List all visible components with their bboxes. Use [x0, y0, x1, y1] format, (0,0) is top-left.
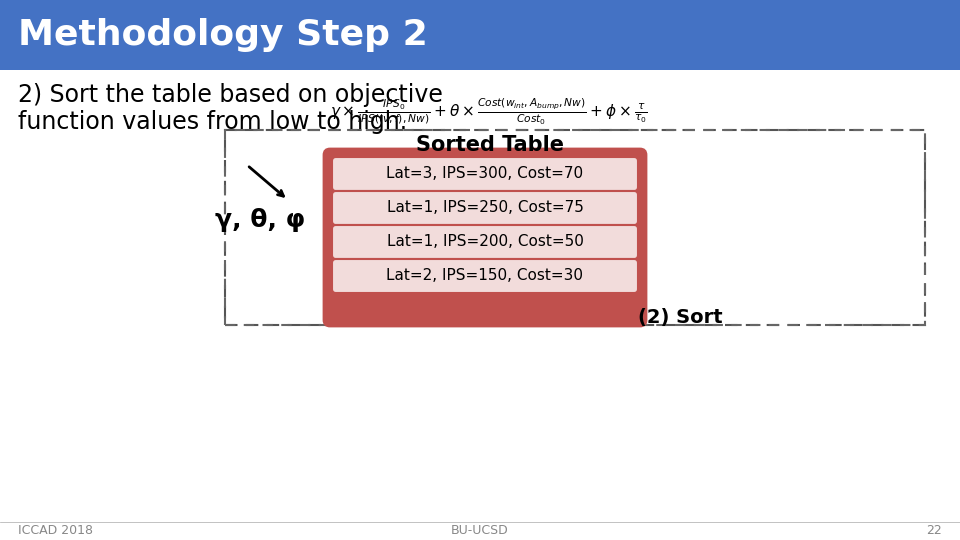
Text: Lat=1, IPS=250, Cost=75: Lat=1, IPS=250, Cost=75 — [387, 200, 584, 215]
FancyBboxPatch shape — [0, 0, 960, 70]
Text: Methodology Step 2: Methodology Step 2 — [18, 18, 428, 52]
Text: Lat=2, IPS=150, Cost=30: Lat=2, IPS=150, Cost=30 — [387, 268, 584, 284]
Text: BU-UCSD: BU-UCSD — [451, 523, 509, 537]
Text: ICCAD 2018: ICCAD 2018 — [18, 523, 93, 537]
Text: Lat=1, IPS=200, Cost=50: Lat=1, IPS=200, Cost=50 — [387, 234, 584, 249]
FancyBboxPatch shape — [332, 259, 638, 293]
FancyBboxPatch shape — [332, 225, 638, 259]
Text: 2) Sort the table based on objective: 2) Sort the table based on objective — [18, 83, 443, 107]
FancyBboxPatch shape — [324, 149, 646, 326]
FancyBboxPatch shape — [332, 157, 638, 191]
Text: function values from low to high.: function values from low to high. — [18, 110, 407, 134]
Text: Lat=3, IPS=300, Cost=70: Lat=3, IPS=300, Cost=70 — [387, 166, 584, 181]
Text: Sorted Table: Sorted Table — [416, 135, 564, 155]
Text: γ, θ, φ: γ, θ, φ — [215, 208, 305, 232]
Text: (2) Sort: (2) Sort — [637, 308, 722, 327]
Text: 22: 22 — [926, 523, 942, 537]
FancyBboxPatch shape — [332, 191, 638, 225]
Text: $\gamma \times \frac{IPS_0}{IPS((v,f),Nw)}+ \theta \times \frac{Cost(w_{int}, A_: $\gamma \times \frac{IPS_0}{IPS((v,f),Nw… — [330, 97, 648, 127]
